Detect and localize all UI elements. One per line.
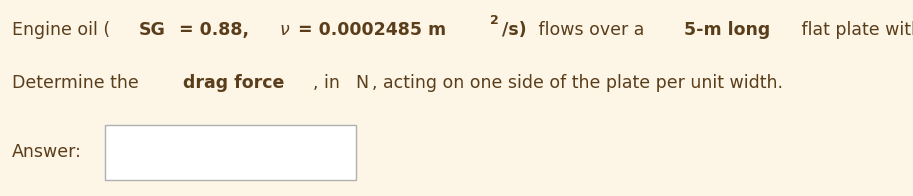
Text: Answer:: Answer: <box>12 143 82 161</box>
Text: 2: 2 <box>490 15 499 27</box>
Text: , in: , in <box>313 74 346 92</box>
Text: flows over a: flows over a <box>533 21 650 39</box>
Text: = 0.0002485 m: = 0.0002485 m <box>291 21 446 39</box>
Text: Engine oil (: Engine oil ( <box>12 21 110 39</box>
Text: drag force: drag force <box>183 74 284 92</box>
Text: /s): /s) <box>502 21 526 39</box>
Text: = 0.88,: = 0.88, <box>173 21 255 39</box>
Text: N: N <box>355 74 368 92</box>
FancyBboxPatch shape <box>105 125 356 180</box>
Text: Determine the: Determine the <box>12 74 144 92</box>
Text: SG: SG <box>139 21 165 39</box>
Text: ν: ν <box>279 21 289 39</box>
Text: flat plate with: flat plate with <box>795 21 913 39</box>
Text: 5-m long: 5-m long <box>684 21 771 39</box>
Text: , acting on one side of the plate per unit width.: , acting on one side of the plate per un… <box>372 74 783 92</box>
